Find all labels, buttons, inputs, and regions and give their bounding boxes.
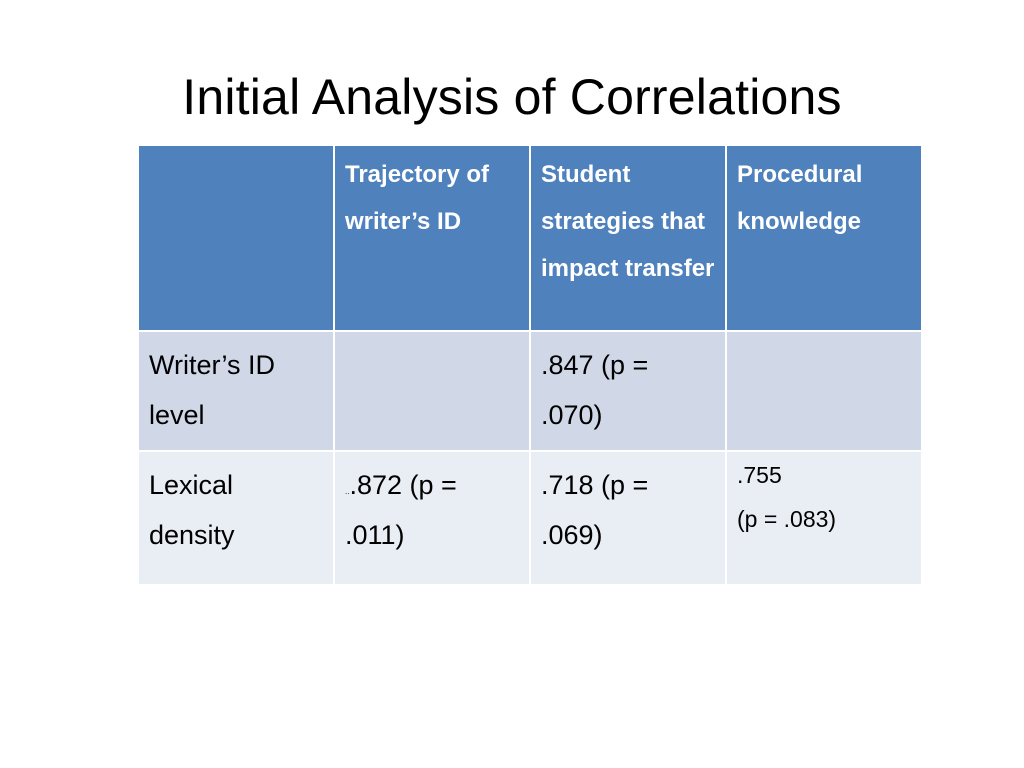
header-empty-cell	[137, 144, 335, 332]
table-cell: .755 (p = .083)	[725, 450, 923, 586]
table-cell: .718 (p = .069)	[529, 450, 727, 586]
slide-title: Initial Analysis of Correlations	[182, 69, 842, 125]
table-row: Writer’s ID level .847 (p = .070)	[137, 330, 923, 452]
cell-value: .872 (p = .011)	[345, 470, 457, 550]
table-row: Lexical density ...872 (p = .011) .718 (…	[137, 450, 923, 586]
table-cell	[333, 330, 531, 452]
tiny-mark: ..	[345, 487, 350, 496]
cell-value-line2: (p = .083)	[737, 506, 837, 532]
row-label-writers-id-level: Writer’s ID level	[137, 330, 335, 452]
table-cell: ...872 (p = .011)	[333, 450, 531, 586]
header-trajectory: Trajectory of writer’s ID	[333, 144, 531, 332]
correlation-table: Trajectory of writer’s ID Student strate…	[137, 144, 923, 586]
table-cell	[725, 330, 923, 452]
cell-value-line1: .755	[737, 462, 782, 488]
table-header-row: Trajectory of writer’s ID Student strate…	[137, 144, 923, 332]
row-label-lexical-density: Lexical density	[137, 450, 335, 586]
header-student-strategies: Student strategies that impact transfer	[529, 144, 727, 332]
header-procedural-knowledge: Procedural knowledge	[725, 144, 923, 332]
table-cell: .847 (p = .070)	[529, 330, 727, 452]
